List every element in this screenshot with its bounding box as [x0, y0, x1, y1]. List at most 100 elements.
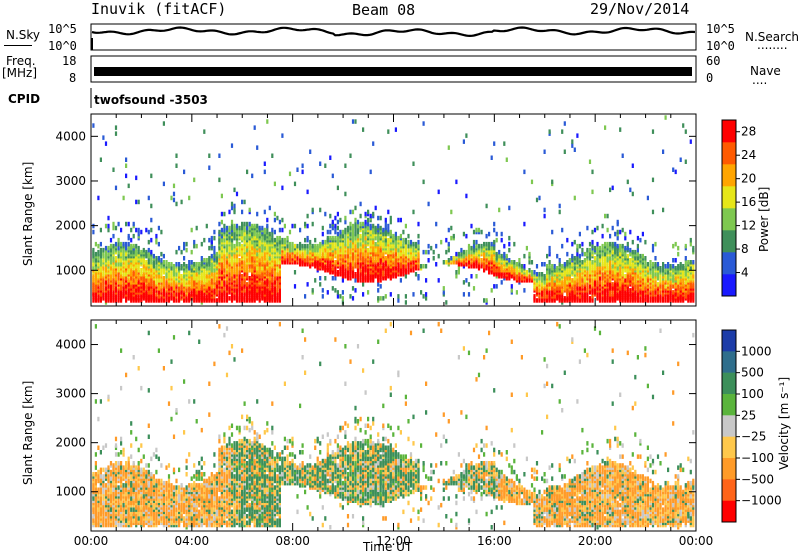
range-cell [329, 262, 332, 267]
range-cell [218, 153, 221, 158]
range-cell [472, 286, 476, 291]
range-cell [440, 239, 443, 245]
range-cell [629, 298, 632, 303]
range-cell [475, 243, 478, 249]
range-cell [573, 195, 576, 201]
range-cell [165, 280, 168, 285]
range-cell [404, 249, 407, 255]
range-cell [248, 296, 251, 301]
range-cell [674, 258, 677, 263]
range-cell [220, 227, 223, 233]
range-cell [475, 227, 478, 233]
range-cell [412, 247, 415, 253]
range-cell [528, 274, 531, 279]
range-cell [117, 241, 120, 247]
range-cell [596, 225, 599, 231]
range-cell [662, 298, 665, 303]
range-cell [299, 227, 302, 233]
range-cell [520, 264, 523, 269]
range-cell [162, 292, 165, 297]
range-cell [99, 258, 102, 263]
range-cell [213, 229, 216, 235]
range-cell [112, 233, 115, 239]
range-cell [273, 276, 276, 281]
range-cell [99, 247, 102, 253]
range-cell [467, 249, 471, 255]
range-cell [180, 264, 183, 269]
range-cell [117, 276, 120, 281]
range-cell [92, 229, 95, 235]
range-cell [447, 227, 450, 233]
range-cell [455, 179, 458, 185]
range-cell [384, 294, 387, 299]
range-cell [672, 276, 675, 281]
range-cell [122, 195, 125, 201]
range-cell [306, 282, 309, 287]
range-cell [351, 229, 355, 235]
range-cell [606, 213, 609, 219]
range-cell [616, 251, 619, 257]
range-cell [578, 231, 581, 237]
range-cell [541, 286, 544, 291]
range-cell [243, 298, 246, 303]
range-cell [314, 243, 317, 249]
range-cell [195, 225, 198, 231]
range-cell [354, 119, 357, 124]
range-cell [616, 292, 619, 297]
range-cell [117, 221, 120, 227]
range-cell [362, 282, 365, 287]
range-cell [667, 262, 670, 267]
range-cell [450, 235, 453, 241]
range-cell [92, 478, 95, 484]
range-cell [178, 266, 181, 271]
range-cell [437, 189, 440, 195]
range-cell [160, 284, 163, 289]
range-cell [241, 294, 244, 299]
range-cell [626, 253, 629, 259]
range-cell [377, 282, 380, 287]
range-cell [127, 253, 130, 259]
range-cell [266, 229, 269, 235]
range-cell [687, 260, 690, 265]
range-cell [457, 270, 460, 275]
range-cell [472, 229, 476, 235]
range-cell [535, 282, 539, 287]
range-cell [324, 243, 327, 249]
range-cell [442, 290, 445, 295]
range-cell [311, 262, 314, 267]
range-cell [571, 278, 574, 283]
y-tick-label: 4000 [55, 129, 86, 143]
range-cell [233, 223, 236, 229]
range-cell [664, 274, 667, 279]
range-cell [243, 199, 246, 205]
range-cell [558, 209, 561, 215]
range-cell [455, 274, 458, 279]
range-cell [483, 298, 486, 303]
range-cell [503, 260, 506, 265]
range-cell [651, 272, 655, 277]
range-cell [160, 251, 163, 257]
range-cell [114, 241, 118, 247]
range-cell [92, 505, 95, 510]
range-cell [268, 286, 271, 291]
range-cell [692, 282, 695, 287]
range-cell [288, 229, 292, 235]
range-cell [125, 245, 128, 251]
range-cell [150, 227, 153, 233]
range-cell [195, 272, 198, 277]
range-cell [276, 294, 279, 299]
range-cell [354, 253, 357, 259]
range-cell [278, 264, 281, 269]
range-cell [130, 268, 133, 273]
range-cell [200, 274, 203, 279]
range-cell [120, 241, 123, 247]
range-cell [309, 239, 312, 245]
range-cell [543, 262, 546, 267]
range-cell [351, 274, 355, 279]
range-cell [180, 199, 183, 205]
range-cell [99, 241, 102, 247]
range-cell [359, 241, 362, 247]
range-cell [329, 223, 332, 229]
range-cell [548, 249, 551, 255]
range-cell [619, 243, 622, 249]
